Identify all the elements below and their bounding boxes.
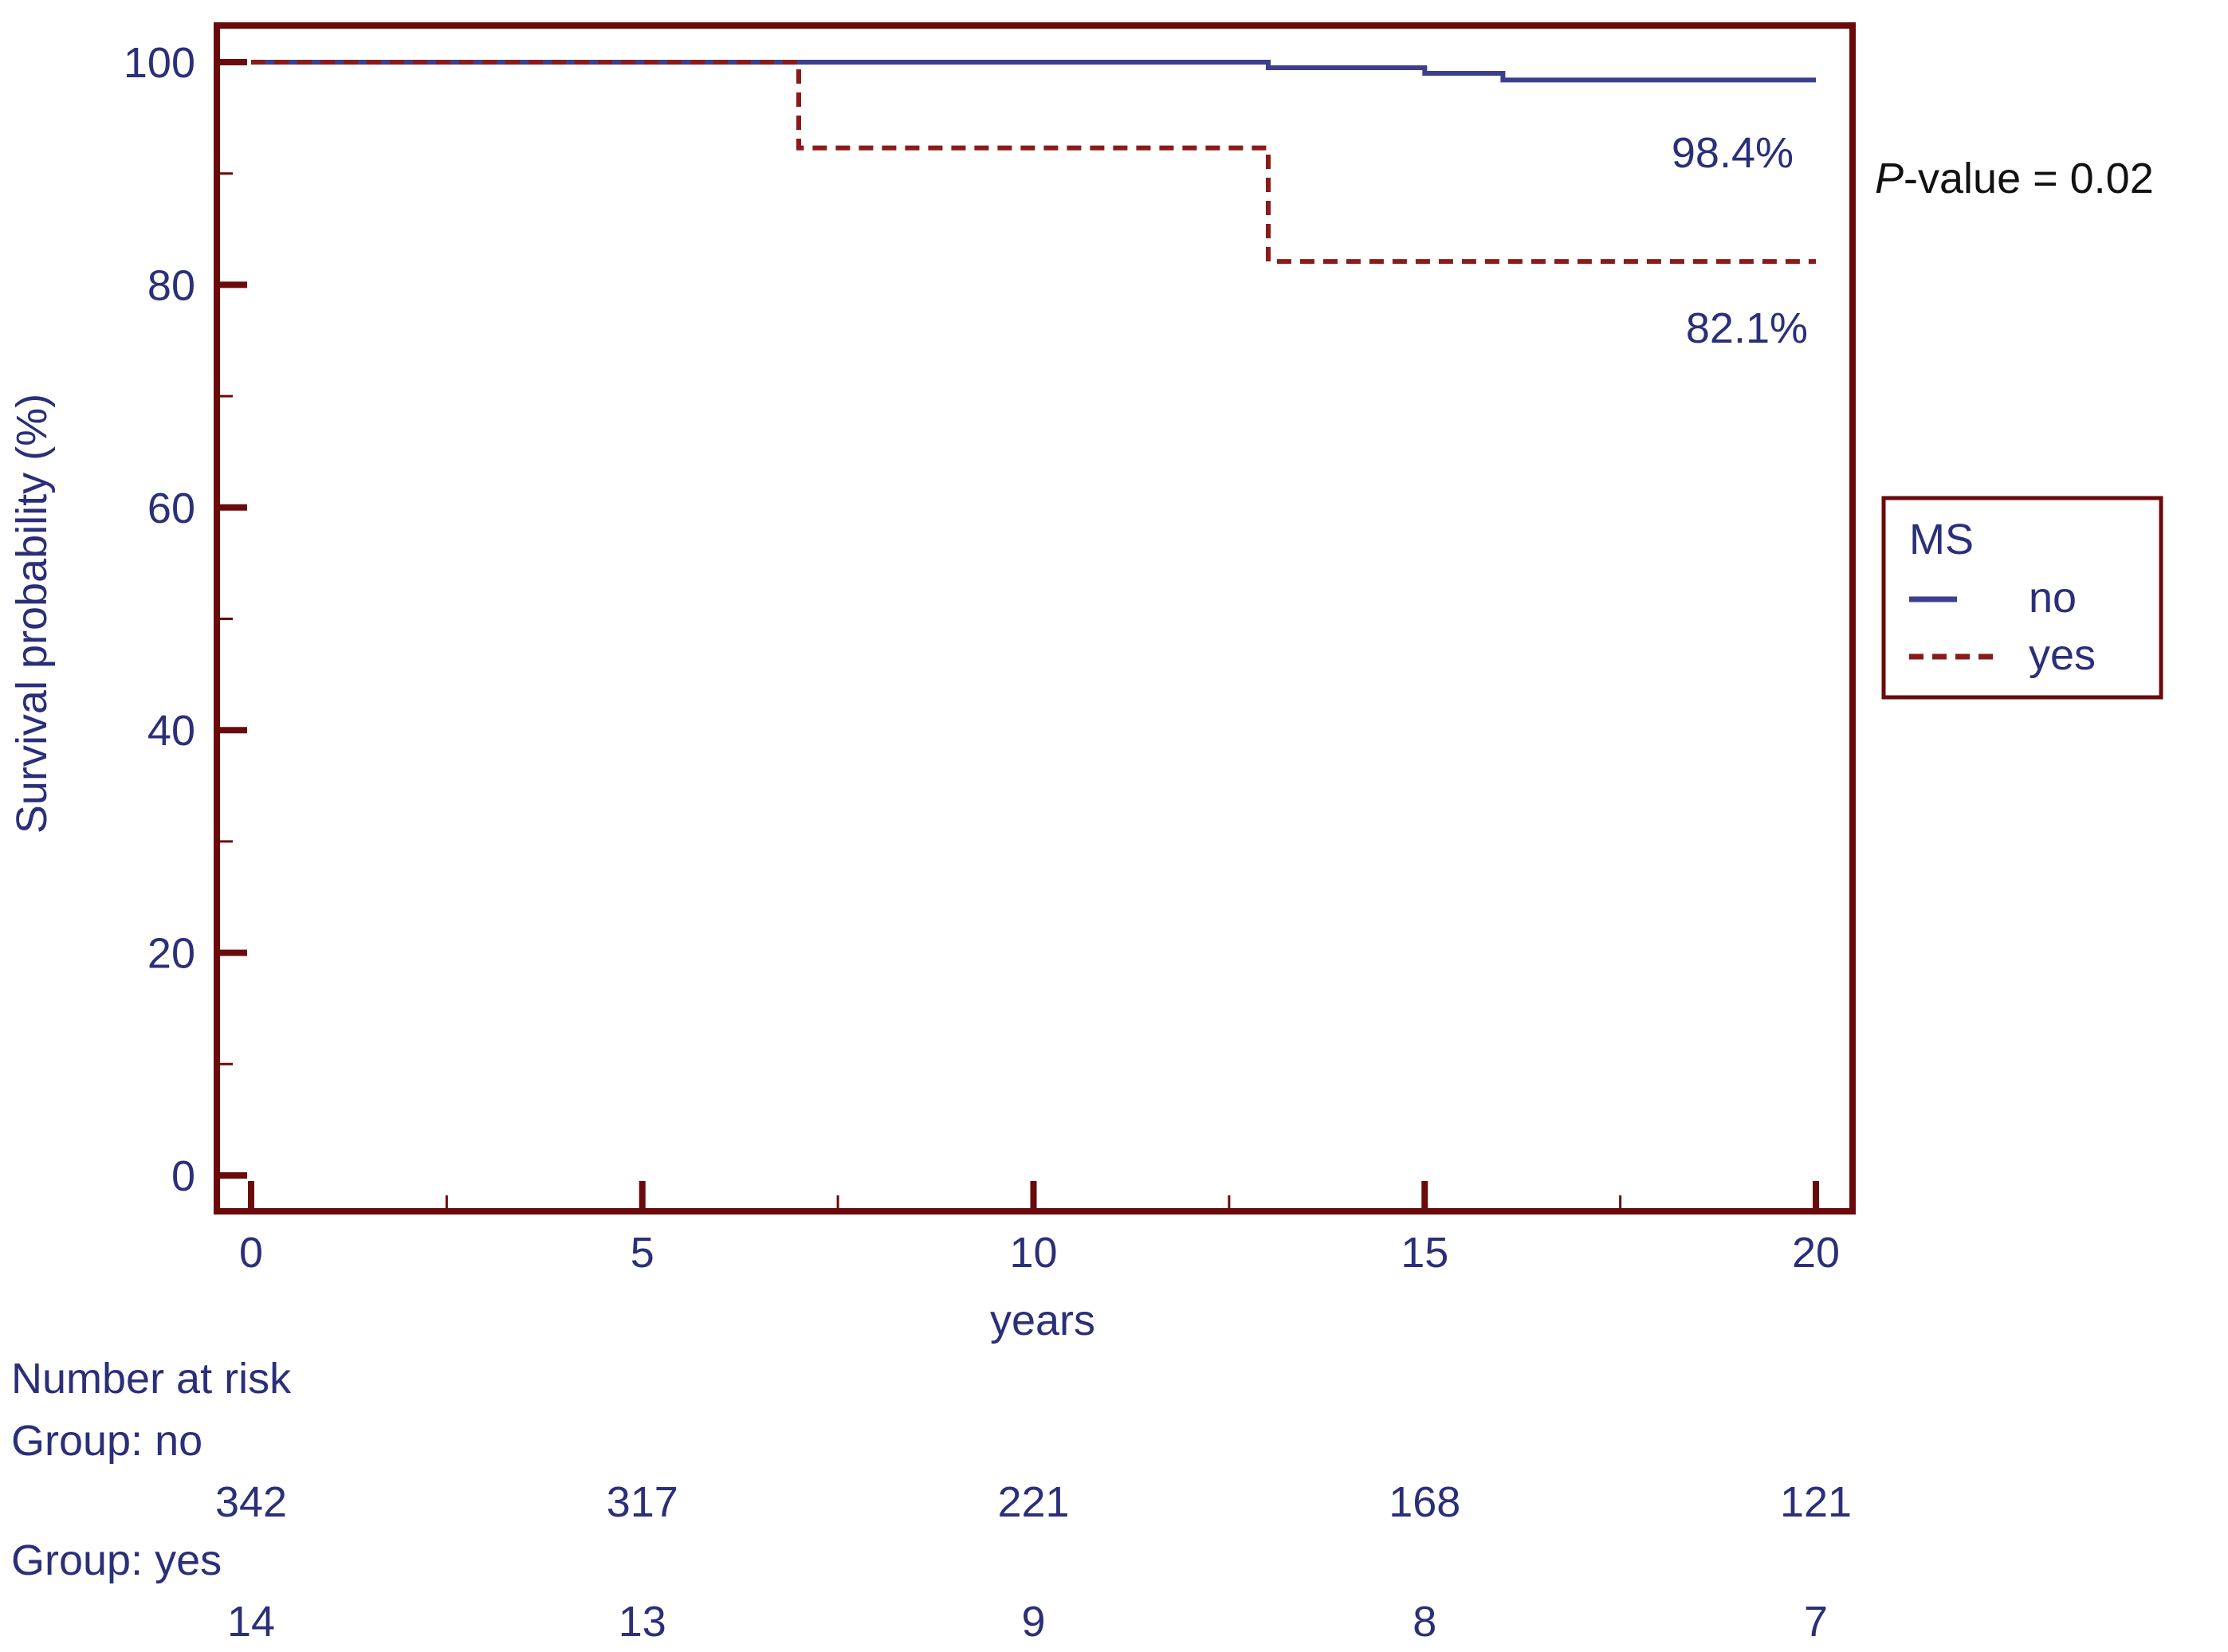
risk-table-title: Number at risk [11, 1355, 292, 1403]
y-tick-label: 100 [124, 39, 195, 87]
p-value-label: P-value = 0.02 [1875, 155, 2154, 202]
risk-values-group: 342 317 221 168 121 14 13 9 8 7 [215, 1478, 1852, 1646]
y-axis-title: Survival probability (%) [8, 394, 56, 834]
risk-value-yes: 7 [1804, 1598, 1828, 1646]
y-tick-label: 60 [147, 485, 195, 532]
legend: MS no yes [1881, 496, 2163, 700]
risk-value-no: 317 [607, 1478, 678, 1526]
legend-title: MS [1909, 516, 1974, 563]
y-ticks-group: 0 20 40 60 80 100 [124, 39, 247, 1200]
risk-value-no: 342 [215, 1478, 287, 1526]
x-axis-title: years [990, 1297, 1095, 1344]
risk-value-yes: 14 [227, 1598, 275, 1646]
y-tick-label: 20 [147, 930, 195, 978]
risk-value-yes: 9 [1021, 1598, 1045, 1646]
x-tick-label: 10 [1009, 1229, 1057, 1277]
series-group [251, 60, 1816, 265]
legend-label-no: no [2029, 574, 2077, 622]
series-no-line [251, 60, 1816, 83]
plot-frame [214, 22, 1856, 1214]
x-tick-label: 5 [631, 1229, 654, 1277]
y-tick-label: 0 [171, 1152, 195, 1200]
risk-value-yes: 8 [1413, 1598, 1436, 1646]
yes-end-label: 82.1% [1686, 304, 1808, 352]
x-tick-label: 15 [1401, 1229, 1448, 1277]
p-value-prefix: P [1875, 155, 1904, 202]
risk-value-no: 121 [1780, 1478, 1852, 1526]
risk-value-no: 168 [1389, 1478, 1460, 1526]
risk-value-no: 221 [997, 1478, 1069, 1526]
risk-table: Number at risk Group: no Group: yes 342 3… [11, 1355, 1852, 1646]
x-ticks-group: 0 5 10 15 20 [239, 1181, 1840, 1277]
risk-value-yes: 13 [619, 1598, 666, 1646]
series-yes-line [251, 60, 1816, 265]
x-tick-label: 0 [239, 1229, 263, 1277]
p-value-rest: -value = 0.02 [1904, 155, 2154, 202]
y-tick-label: 40 [147, 707, 195, 755]
x-tick-label: 20 [1792, 1229, 1840, 1277]
risk-group-no-label: Group: no [11, 1417, 202, 1465]
y-tick-label: 80 [147, 261, 195, 309]
legend-label-yes: yes [2029, 631, 2096, 679]
no-end-label: 98.4% [1672, 129, 1794, 177]
risk-group-yes-label: Group: yes [11, 1536, 222, 1584]
